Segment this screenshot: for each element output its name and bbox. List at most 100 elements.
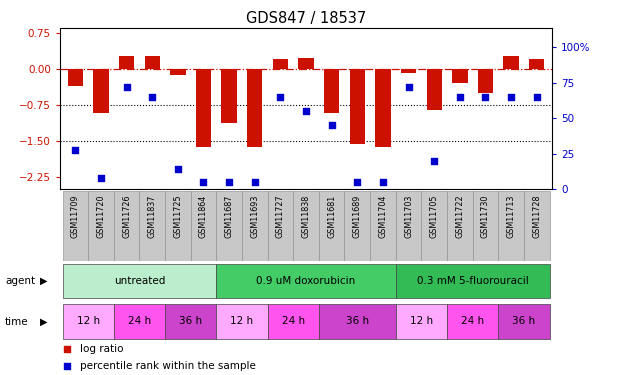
Text: 36 h: 36 h	[512, 316, 536, 326]
Bar	[114, 191, 139, 261]
Point	[455, 94, 465, 100]
Text: GSM11730: GSM11730	[481, 195, 490, 238]
Text: 24 h: 24 h	[281, 316, 305, 326]
Bar	[447, 304, 498, 339]
Point	[198, 179, 208, 185]
Text: 24 h: 24 h	[461, 316, 484, 326]
Text: GSM11864: GSM11864	[199, 195, 208, 238]
Bar	[345, 191, 370, 261]
Text: GSM11728: GSM11728	[532, 195, 541, 238]
Point	[532, 94, 542, 100]
Bar	[396, 304, 447, 339]
Bar	[114, 304, 165, 339]
Text: GSM11681: GSM11681	[327, 195, 336, 238]
Bar	[350, 69, 365, 144]
Bar	[529, 59, 545, 69]
Bar	[68, 69, 83, 86]
Bar	[298, 58, 314, 69]
Text: ▶: ▶	[40, 316, 47, 327]
Bar	[427, 69, 442, 110]
Bar	[452, 69, 468, 84]
Point	[224, 179, 234, 185]
Text: 12 h: 12 h	[230, 316, 254, 326]
Bar	[93, 69, 109, 113]
Point	[352, 179, 362, 185]
Bar	[401, 69, 416, 73]
Bar	[268, 304, 319, 339]
Bar	[473, 191, 498, 261]
Bar	[293, 191, 319, 261]
Bar	[165, 191, 191, 261]
Bar	[370, 191, 396, 261]
Text: untreated: untreated	[114, 276, 165, 285]
Text: 12 h: 12 h	[410, 316, 433, 326]
Text: agent: agent	[5, 276, 35, 286]
Text: GSM11726: GSM11726	[122, 195, 131, 238]
Text: GSM11705: GSM11705	[430, 195, 439, 238]
Bar	[375, 69, 391, 147]
Bar	[216, 304, 268, 339]
Text: time: time	[5, 316, 28, 327]
Bar	[447, 191, 473, 261]
Bar	[191, 191, 216, 261]
Bar	[216, 264, 396, 298]
Text: GSM11720: GSM11720	[97, 195, 105, 238]
Text: ▶: ▶	[40, 276, 47, 286]
Point	[62, 363, 73, 369]
Bar	[119, 56, 134, 69]
Point	[147, 94, 157, 100]
Bar	[319, 191, 345, 261]
Text: GSM11709: GSM11709	[71, 195, 80, 238]
Bar	[62, 191, 88, 261]
Point	[480, 94, 490, 100]
Text: 36 h: 36 h	[179, 316, 203, 326]
Text: GSM11725: GSM11725	[174, 195, 182, 238]
Text: 12 h: 12 h	[76, 316, 100, 326]
Bar	[62, 264, 216, 298]
Point	[122, 84, 132, 90]
Text: GSM11693: GSM11693	[251, 195, 259, 238]
Point	[96, 175, 106, 181]
Bar	[396, 264, 550, 298]
Point	[429, 158, 439, 164]
Text: GSM11837: GSM11837	[148, 195, 156, 238]
Bar	[498, 304, 550, 339]
Bar	[216, 191, 242, 261]
Text: GSM11703: GSM11703	[404, 195, 413, 238]
Text: GSM11713: GSM11713	[507, 195, 516, 238]
Text: 0.3 mM 5-fluorouracil: 0.3 mM 5-fluorouracil	[417, 276, 529, 285]
Point	[327, 122, 337, 128]
Bar	[62, 304, 114, 339]
Text: percentile rank within the sample: percentile rank within the sample	[80, 361, 256, 371]
Bar	[504, 56, 519, 69]
Point	[301, 108, 311, 114]
Point	[275, 94, 285, 100]
Bar	[88, 191, 114, 261]
Text: GSM11704: GSM11704	[379, 195, 387, 238]
Bar	[524, 191, 550, 261]
Bar	[478, 69, 493, 93]
Text: GSM11687: GSM11687	[225, 195, 233, 238]
Point	[70, 147, 80, 153]
Text: GSM11838: GSM11838	[302, 195, 310, 238]
Text: log ratio: log ratio	[80, 344, 123, 354]
Text: GSM11722: GSM11722	[456, 195, 464, 238]
Text: GSM11689: GSM11689	[353, 195, 362, 238]
Bar	[268, 191, 293, 261]
Text: 36 h: 36 h	[346, 316, 369, 326]
Point	[173, 166, 183, 172]
Bar	[247, 69, 262, 147]
Text: 24 h: 24 h	[128, 316, 151, 326]
Text: GDS847 / 18537: GDS847 / 18537	[246, 11, 366, 26]
Text: GSM11727: GSM11727	[276, 195, 285, 238]
Bar	[221, 69, 237, 123]
Bar	[498, 191, 524, 261]
Bar	[396, 191, 422, 261]
Point	[62, 346, 73, 352]
Bar	[139, 191, 165, 261]
Point	[378, 179, 388, 185]
Bar	[422, 191, 447, 261]
Bar	[170, 69, 186, 75]
Text: 0.9 uM doxorubicin: 0.9 uM doxorubicin	[256, 276, 356, 285]
Bar	[196, 69, 211, 147]
